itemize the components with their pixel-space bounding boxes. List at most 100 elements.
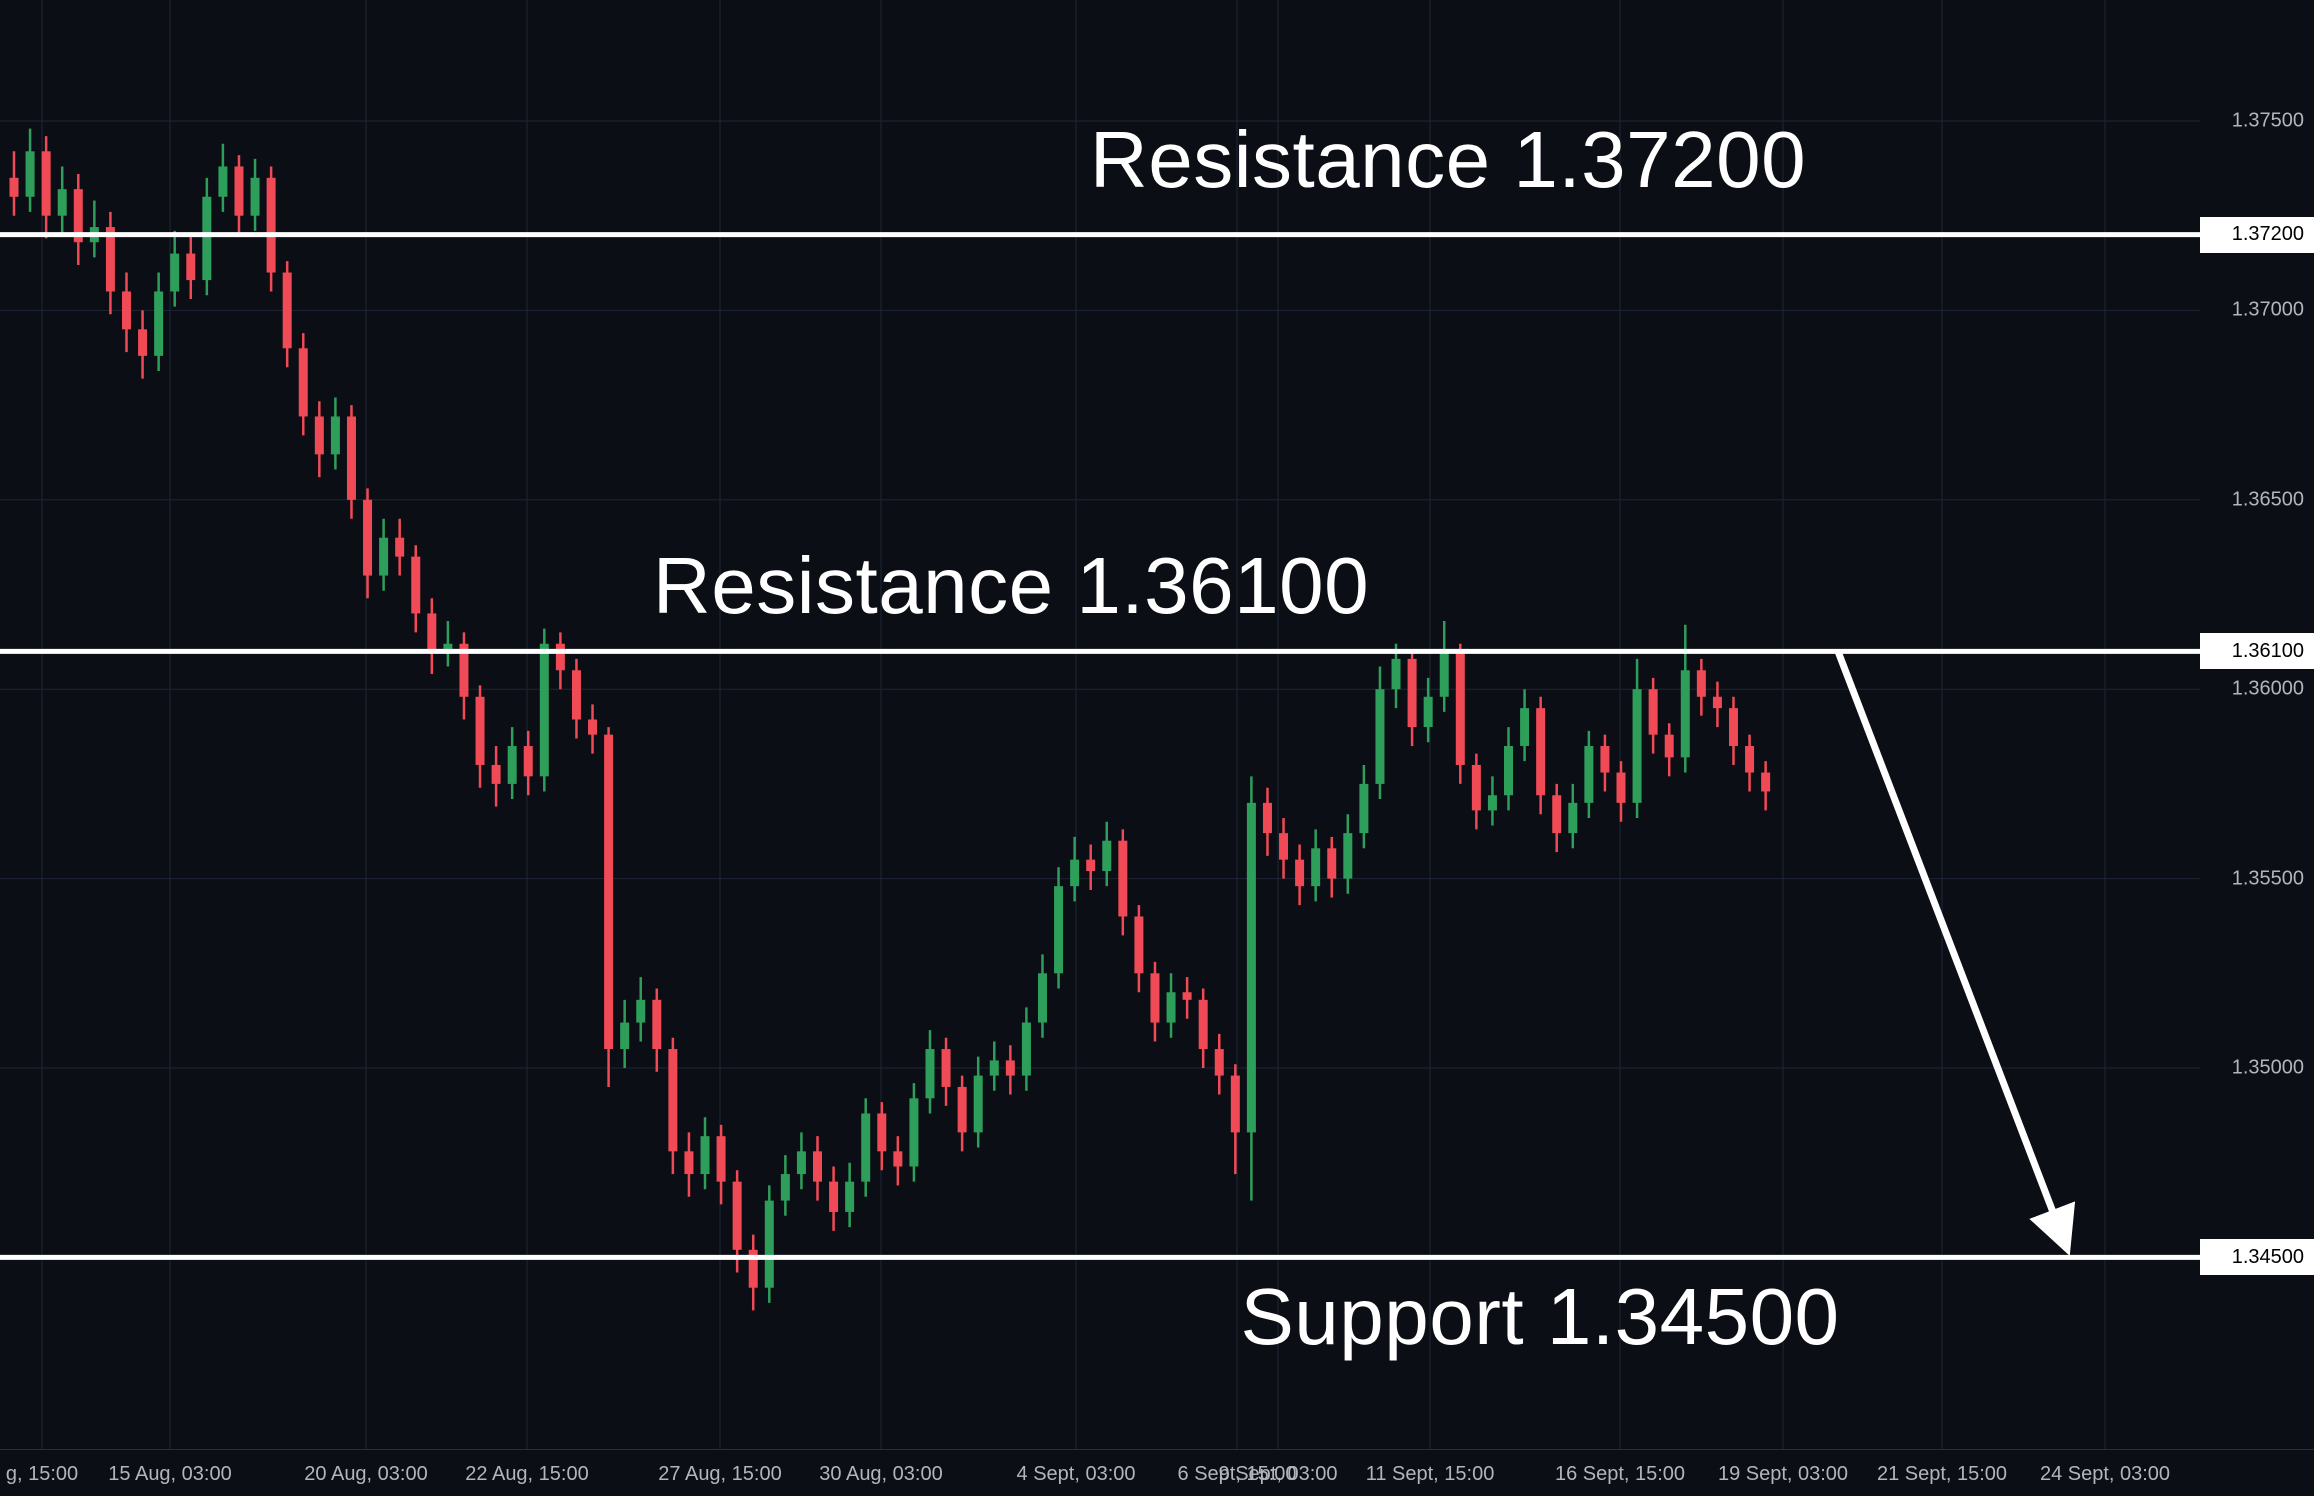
candle-body: [41, 151, 51, 216]
candle-body: [443, 643, 453, 652]
candle-body: [1037, 973, 1047, 1023]
candle-body: [1230, 1075, 1240, 1133]
candle-body: [105, 227, 115, 292]
time-tick-label: g, 15:00: [5, 1463, 79, 1485]
candle-body: [989, 1060, 999, 1076]
candle-body: [73, 189, 83, 243]
candle-body: [813, 1151, 822, 1182]
candle-body: [1182, 992, 1192, 1000]
candle-body: [1070, 859, 1080, 887]
candle-body: [1102, 840, 1112, 872]
candle-body: [1005, 1060, 1015, 1076]
annotation-resistance-upper[interactable]: Resistance 1.37200: [1089, 115, 1807, 204]
candle-body: [298, 348, 308, 417]
candle-body: [668, 1049, 678, 1152]
candle-body: [186, 253, 196, 281]
candle-body: [973, 1075, 983, 1133]
candle-body: [925, 1049, 935, 1099]
candle-body: [957, 1086, 967, 1133]
candle-body: [1520, 708, 1530, 747]
candle-body: [234, 166, 244, 216]
time-tick-label: 15 Aug, 03:00: [108, 1463, 232, 1485]
candle-body: [1584, 746, 1594, 803]
candle-body: [475, 696, 485, 765]
time-axis[interactable]: g, 15:00 15 Aug, 03:00 20 Aug, 03:00 22 Aug…: [0, 1449, 2314, 1496]
candle-body: [652, 999, 662, 1050]
candles: [9, 128, 1771, 1311]
time-tick-label: 21 Sept, 15:00: [1876, 1463, 2008, 1485]
candle-body: [1214, 1049, 1224, 1076]
price-axis[interactable]: 1.37500 1.37000 1.36500 1.36000 1.35500 1.350…: [2200, 0, 2314, 1450]
candle-body: [170, 253, 180, 292]
time-tick-label: 19 Sept, 03:00: [1717, 1463, 1849, 1485]
candle-body: [1680, 670, 1690, 758]
candle-body: [1423, 696, 1433, 728]
projection-arrow[interactable]: [1834, 650, 2076, 1256]
candle-body: [154, 291, 164, 356]
resistance-price-label: 1.36100: [2200, 633, 2314, 670]
candle-body: [9, 177, 19, 197]
candle-body: [121, 291, 131, 330]
support-price-label: 1.34500: [2200, 1239, 2314, 1276]
candle-body: [1552, 795, 1562, 834]
grid-lines: [0, 0, 2200, 1450]
candle-body: [314, 416, 324, 455]
candle-body: [57, 189, 67, 216]
candle-body: [282, 272, 292, 349]
candle-body: [941, 1049, 951, 1087]
candle-body: [1246, 802, 1256, 1133]
candle-body: [363, 499, 373, 576]
annotation-resistance-lower[interactable]: Resistance 1.36100: [652, 541, 1370, 630]
candle-body: [411, 556, 421, 614]
candle-body: [1568, 802, 1578, 834]
candle-body: [1359, 783, 1369, 834]
candle-body: [1134, 916, 1144, 974]
candle-body: [523, 746, 533, 777]
candle-body: [1696, 670, 1706, 697]
candle-body: [491, 764, 501, 784]
price-tick-label: 1.35500: [2231, 867, 2304, 890]
candle-body: [571, 670, 581, 720]
candle-body: [459, 643, 469, 697]
candle-body: [1118, 840, 1128, 917]
time-tick-label: 24 Sept, 03:00: [2039, 1463, 2171, 1485]
candle-body: [829, 1181, 839, 1212]
candle-body: [1150, 973, 1160, 1023]
candle-body: [555, 643, 565, 671]
candle-body: [346, 416, 356, 500]
candle-body: [1455, 651, 1465, 765]
candle-body: [395, 537, 405, 557]
time-tick-label: 16 Sept, 15:00: [1554, 1463, 1686, 1485]
candle-body: [1054, 886, 1064, 974]
candle-body: [379, 537, 389, 576]
candle-body: [1375, 689, 1385, 784]
candle-body: [1648, 689, 1658, 735]
candle-body: [716, 1136, 726, 1182]
candle-body: [1343, 833, 1353, 879]
candle-body: [138, 329, 148, 356]
candle-body: [1616, 772, 1626, 803]
candle-body: [1536, 708, 1546, 796]
candle-body: [1166, 992, 1176, 1023]
candle-body: [700, 1136, 710, 1175]
candle-body: [1262, 802, 1272, 834]
candle-body: [202, 196, 212, 281]
candle-body: [1600, 746, 1610, 773]
candle-body: [1391, 658, 1401, 690]
candle-body: [604, 734, 614, 1050]
price-tick-label: 1.35000: [2231, 1056, 2304, 1079]
candle-body: [684, 1151, 694, 1175]
candle-body: [25, 151, 35, 197]
time-tick-label: 11 Sept, 15:00: [1365, 1463, 1495, 1485]
candle-body: [1487, 795, 1497, 811]
candle-body: [1632, 689, 1642, 803]
candle-body: [1664, 734, 1674, 758]
candle-body: [732, 1181, 742, 1250]
candle-body: [1761, 772, 1771, 792]
candle-body: [636, 999, 646, 1023]
candle-body: [1295, 859, 1305, 887]
annotation-support[interactable]: Support 1.34500: [1240, 1272, 1840, 1361]
candle-body: [539, 643, 549, 777]
